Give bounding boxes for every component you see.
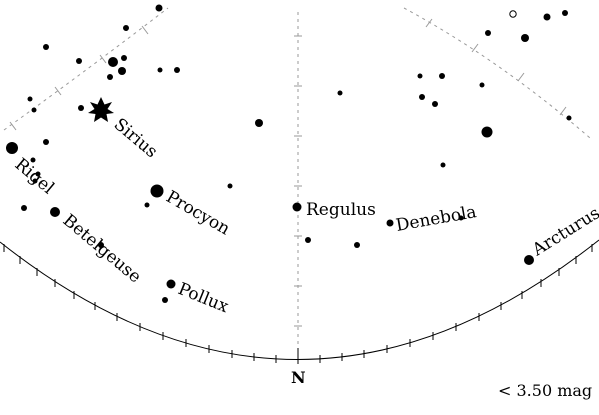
hollow-star [510, 11, 516, 17]
grid-curve-right [404, 8, 590, 138]
label-sirius: Sirius [110, 115, 161, 163]
label-procyon: Procyon [163, 187, 234, 239]
horizon-line [0, 240, 599, 360]
label-arcturus: Arcturus [528, 203, 599, 261]
star-pollux[interactable] [167, 280, 176, 289]
star-regulus[interactable] [293, 203, 302, 212]
star-denebola[interactable] [387, 220, 394, 227]
label-denebola: Denebola [394, 202, 478, 236]
star-rigel[interactable] [6, 142, 18, 154]
label-betelgeuse: Betelgeuse [59, 211, 145, 288]
grid-curve-left [4, 8, 168, 130]
label-regulus: Regulus [306, 200, 376, 220]
star-arcturus[interactable] [524, 255, 534, 265]
sirius-star-icon[interactable] [88, 97, 114, 122]
direction-label: N [291, 368, 306, 387]
star-procyon[interactable] [151, 185, 164, 198]
star-betelgeuse[interactable] [50, 207, 60, 217]
magnitude-limit-label: < 3.50 mag [498, 381, 592, 400]
label-pollux: Pollux [175, 279, 231, 317]
